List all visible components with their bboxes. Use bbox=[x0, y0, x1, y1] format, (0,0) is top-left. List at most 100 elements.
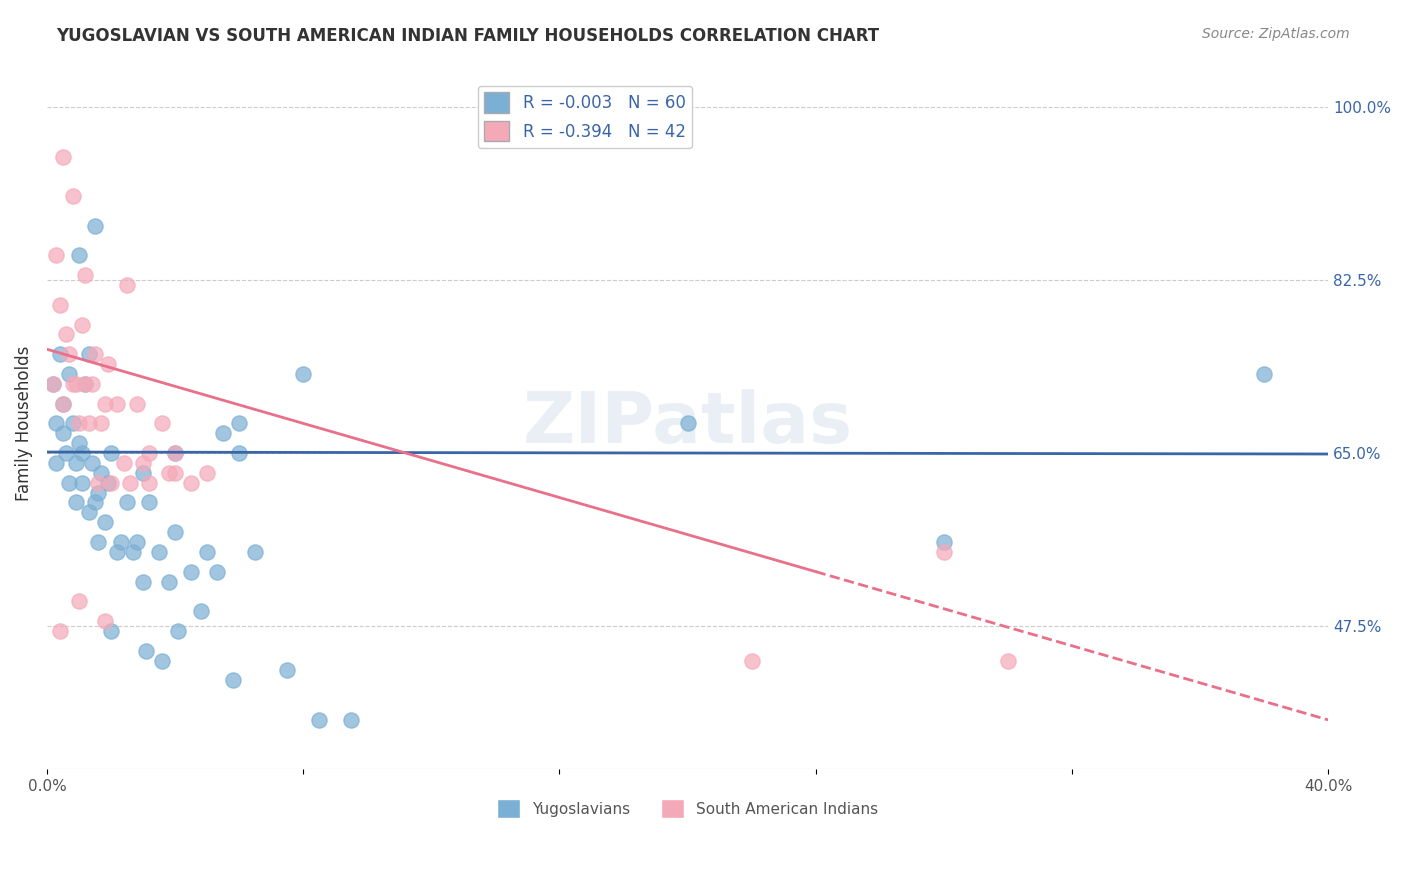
Point bbox=[52, 396, 75, 410]
Point bbox=[997, 654, 1019, 668]
Point bbox=[150, 654, 173, 668]
Point bbox=[163, 446, 186, 460]
Point bbox=[741, 654, 763, 668]
Point bbox=[932, 545, 955, 559]
Point bbox=[676, 417, 699, 431]
Point bbox=[67, 436, 90, 450]
Point bbox=[112, 456, 135, 470]
Point bbox=[93, 515, 115, 529]
Point bbox=[65, 495, 87, 509]
Point bbox=[48, 298, 70, 312]
Point bbox=[65, 456, 87, 470]
Point bbox=[52, 149, 75, 163]
Point bbox=[340, 713, 363, 727]
Point bbox=[42, 376, 65, 391]
Point bbox=[138, 475, 160, 490]
Point bbox=[45, 456, 67, 470]
Point bbox=[70, 475, 93, 490]
Point bbox=[932, 535, 955, 549]
Point bbox=[167, 624, 190, 638]
Point bbox=[308, 713, 330, 727]
Point bbox=[163, 525, 186, 540]
Point bbox=[62, 376, 84, 391]
Text: ZIPatlas: ZIPatlas bbox=[523, 389, 852, 458]
Point bbox=[55, 446, 77, 460]
Point bbox=[115, 278, 138, 293]
Point bbox=[195, 545, 218, 559]
Point bbox=[70, 446, 93, 460]
Point bbox=[58, 347, 80, 361]
Point bbox=[75, 376, 97, 391]
Point bbox=[90, 417, 112, 431]
Point bbox=[157, 466, 180, 480]
Point bbox=[52, 396, 75, 410]
Point bbox=[77, 347, 100, 361]
Point bbox=[97, 357, 120, 371]
Point bbox=[52, 426, 75, 441]
Point bbox=[75, 268, 97, 282]
Point bbox=[205, 565, 228, 579]
Point bbox=[55, 327, 77, 342]
Point bbox=[190, 604, 212, 618]
Point bbox=[65, 376, 87, 391]
Point bbox=[58, 475, 80, 490]
Point bbox=[1253, 367, 1275, 381]
Point bbox=[77, 505, 100, 519]
Point bbox=[58, 367, 80, 381]
Point bbox=[84, 347, 107, 361]
Point bbox=[132, 574, 155, 589]
Point bbox=[67, 594, 90, 608]
Point bbox=[292, 367, 315, 381]
Point bbox=[135, 643, 157, 657]
Point bbox=[105, 396, 128, 410]
Point bbox=[62, 417, 84, 431]
Point bbox=[87, 535, 110, 549]
Point bbox=[120, 475, 142, 490]
Point bbox=[115, 495, 138, 509]
Point bbox=[100, 446, 122, 460]
Point bbox=[105, 545, 128, 559]
Point bbox=[212, 426, 235, 441]
Point bbox=[276, 664, 298, 678]
Point bbox=[67, 248, 90, 262]
Point bbox=[195, 466, 218, 480]
Point bbox=[157, 574, 180, 589]
Point bbox=[93, 614, 115, 628]
Point bbox=[132, 466, 155, 480]
Point bbox=[97, 475, 120, 490]
Point bbox=[243, 545, 266, 559]
Point bbox=[138, 446, 160, 460]
Point bbox=[100, 475, 122, 490]
Point bbox=[125, 535, 148, 549]
Point bbox=[45, 417, 67, 431]
Y-axis label: Family Households: Family Households bbox=[15, 346, 32, 501]
Point bbox=[100, 624, 122, 638]
Point bbox=[221, 673, 243, 688]
Point bbox=[163, 466, 186, 480]
Point bbox=[132, 456, 155, 470]
Point bbox=[148, 545, 170, 559]
Point bbox=[87, 485, 110, 500]
Point bbox=[228, 446, 250, 460]
Point bbox=[62, 189, 84, 203]
Point bbox=[84, 219, 107, 233]
Point bbox=[150, 417, 173, 431]
Point bbox=[122, 545, 145, 559]
Point bbox=[110, 535, 132, 549]
Point bbox=[80, 456, 103, 470]
Point bbox=[125, 396, 148, 410]
Point bbox=[90, 466, 112, 480]
Point bbox=[180, 475, 202, 490]
Point bbox=[84, 495, 107, 509]
Text: Source: ZipAtlas.com: Source: ZipAtlas.com bbox=[1202, 27, 1350, 41]
Point bbox=[67, 417, 90, 431]
Point bbox=[75, 376, 97, 391]
Point bbox=[77, 417, 100, 431]
Point bbox=[163, 446, 186, 460]
Point bbox=[93, 396, 115, 410]
Point bbox=[87, 475, 110, 490]
Point bbox=[48, 624, 70, 638]
Point bbox=[48, 347, 70, 361]
Point bbox=[70, 318, 93, 332]
Point bbox=[228, 417, 250, 431]
